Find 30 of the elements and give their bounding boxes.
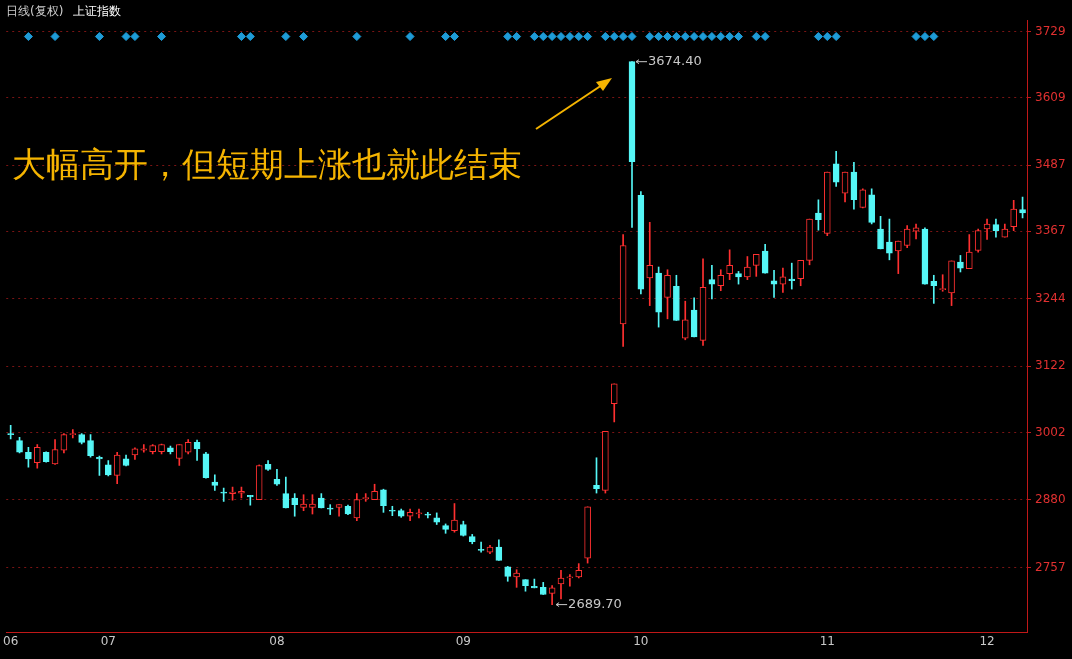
candlestick	[566, 574, 574, 587]
x-tick-label: 08	[269, 634, 285, 649]
annotation: 2689.70	[568, 595, 622, 611]
x-tick-label: 12	[979, 634, 995, 649]
annotation: 大幅高开，但短期上涨也就此结束	[12, 143, 522, 186]
annotation: 3674.40	[648, 53, 702, 69]
candlestick	[335, 504, 343, 517]
candlestick	[326, 504, 334, 515]
candlestick	[220, 487, 228, 502]
y-tick-label: 2880	[1035, 491, 1066, 506]
x-tick-label: 11	[819, 634, 835, 649]
candlestick	[930, 274, 938, 304]
y-tick-label: 3609	[1035, 89, 1066, 104]
y-tick-label: 3367	[1035, 223, 1066, 238]
candlestick	[415, 508, 423, 519]
y-tick-label: 3122	[1035, 358, 1066, 373]
y-tick-label: 2757	[1035, 559, 1066, 574]
y-tick-label: 3729	[1035, 23, 1066, 38]
x-tick-label: 09	[455, 634, 471, 649]
y-tick-label: 3244	[1035, 291, 1066, 306]
x-tick-label: 10	[633, 634, 649, 649]
x-tick-label: 06	[3, 634, 19, 649]
candlestick	[140, 444, 148, 453]
y-tick-label: 3002	[1035, 424, 1066, 439]
chart-subtitle: 上证指数	[73, 4, 122, 18]
y-tick-label: 3487	[1035, 157, 1066, 172]
candlestick	[424, 512, 432, 519]
x-tick-label: 07	[100, 634, 116, 649]
candlestick	[646, 222, 654, 306]
chart-title: 日线(复权)	[6, 4, 64, 18]
